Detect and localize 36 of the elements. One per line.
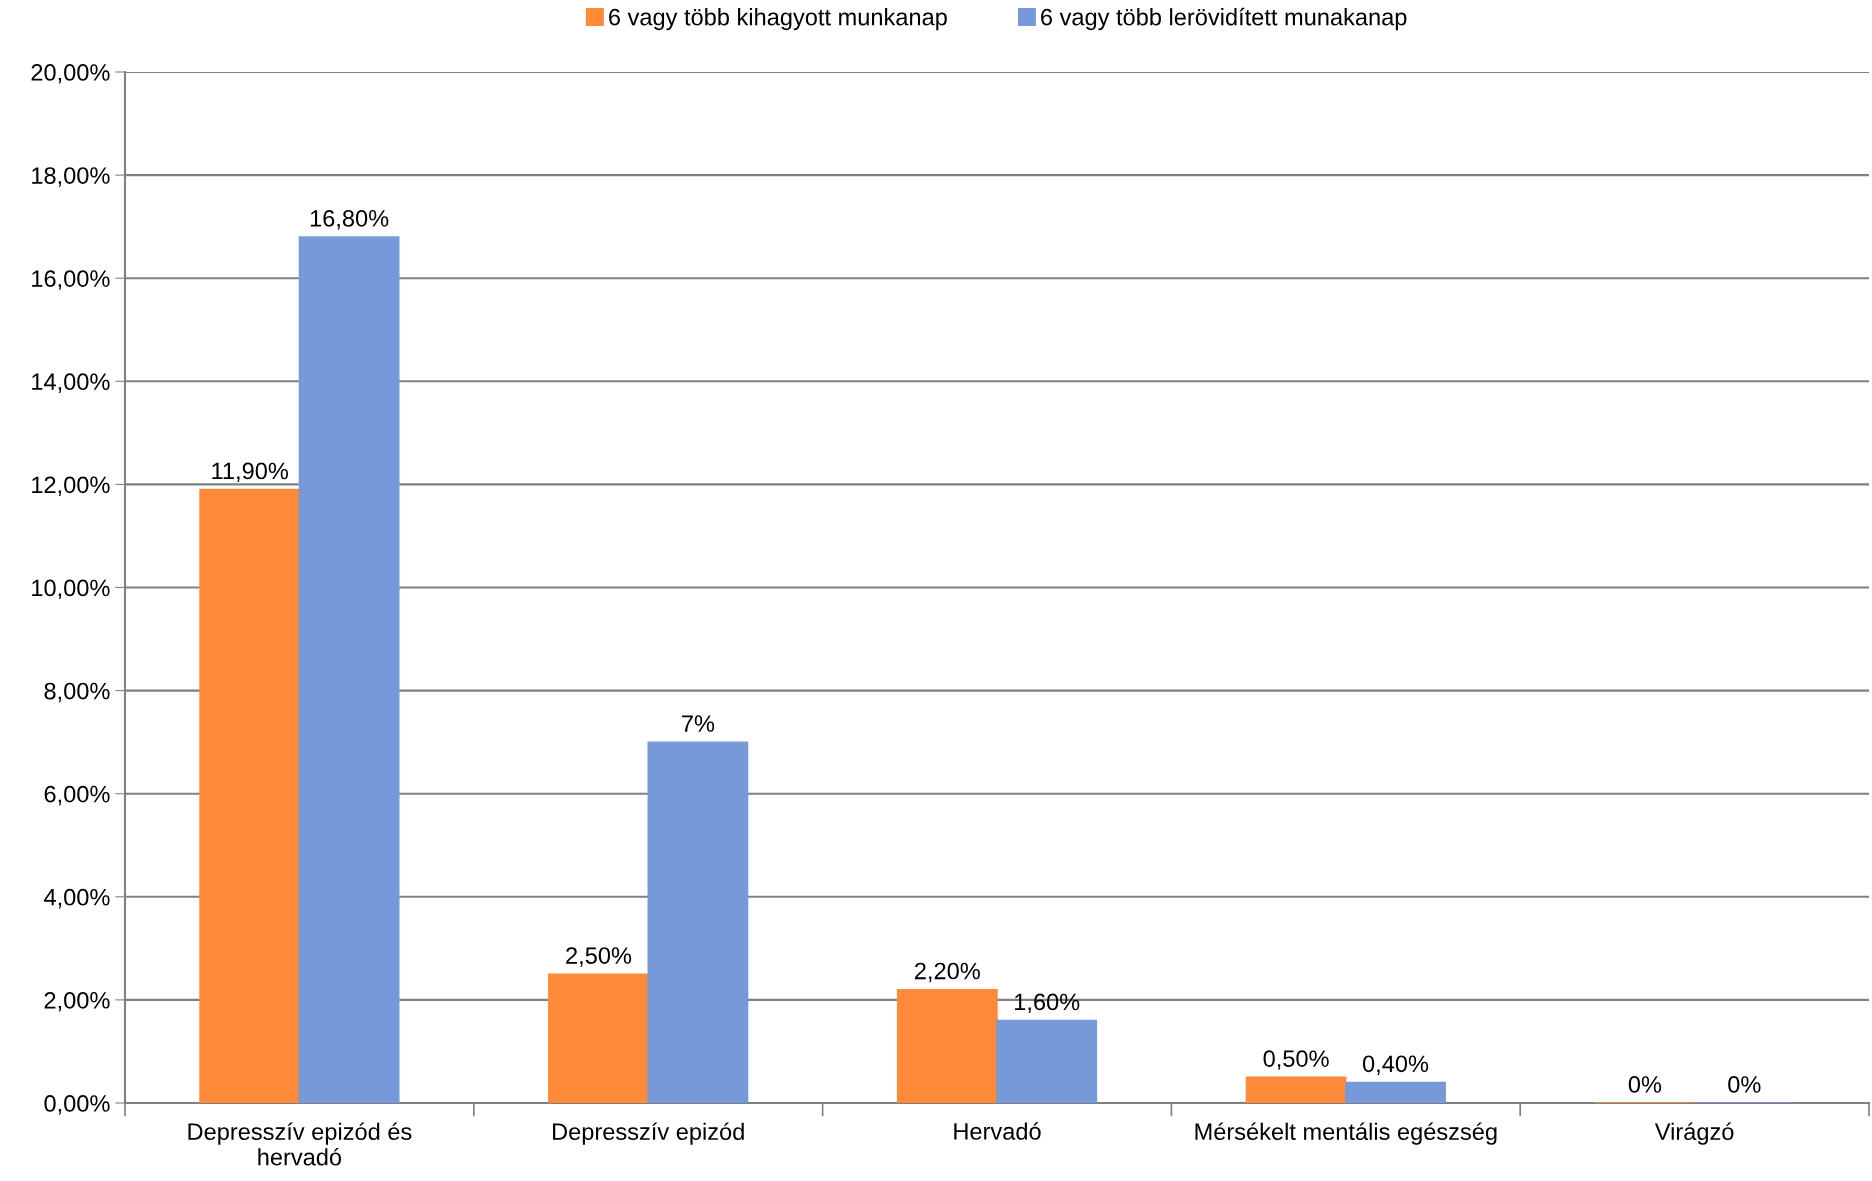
x-tick-label: Virágzó — [1654, 1122, 1734, 1145]
y-tick-label: 8,00% — [44, 682, 110, 703]
data-label: 11,90% — [212, 462, 289, 483]
y-tick-label: 6,00% — [44, 785, 110, 806]
data-label: 0,50% — [1263, 1050, 1329, 1070]
y-tick-label: 12,00% — [32, 476, 110, 496]
y-tick-label: 0,00% — [44, 1095, 110, 1115]
bar — [647, 741, 749, 1103]
x-tick-label: Hervadó — [954, 1122, 1041, 1140]
y-tick-label: 4,00% — [44, 888, 110, 909]
data-label: 0,40% — [1362, 1055, 1429, 1075]
y-tick-label: 20,00% — [31, 64, 110, 84]
x-tick-label: Depresszív epizód — [553, 1122, 744, 1145]
x-tick-label: Mérsékelt mentális egészség — [1195, 1122, 1497, 1145]
data-label: 16,80% — [310, 210, 389, 230]
y-tick-label: 18,00% — [32, 167, 110, 187]
bar — [896, 988, 998, 1103]
data-label: 0% — [1728, 1076, 1761, 1093]
bar — [548, 973, 649, 1103]
bar — [298, 236, 400, 1103]
data-label: 1,60% — [1015, 993, 1080, 1014]
bar — [199, 488, 301, 1103]
data-label: 0% — [1628, 1076, 1662, 1093]
x-tick-label: Depresszív epizód és hervadó — [188, 1122, 412, 1166]
bar — [1245, 1076, 1347, 1103]
y-tick-label: 10,00% — [32, 579, 110, 600]
y-tick-label: 16,00% — [32, 270, 110, 290]
bar — [1345, 1081, 1446, 1103]
data-label: 7% — [682, 715, 715, 732]
y-tick-label: 2,00% — [44, 991, 110, 1012]
data-label: 2,20% — [915, 962, 980, 983]
legend-label: 6 vagy több kihagyott munkanap — [609, 8, 947, 31]
legend-label: 6 vagy több lerövidített munakanap — [1041, 7, 1407, 31]
y-tick-label: 14,00% — [32, 373, 110, 393]
bar — [996, 1019, 1098, 1103]
data-label: 2,50% — [566, 947, 632, 967]
